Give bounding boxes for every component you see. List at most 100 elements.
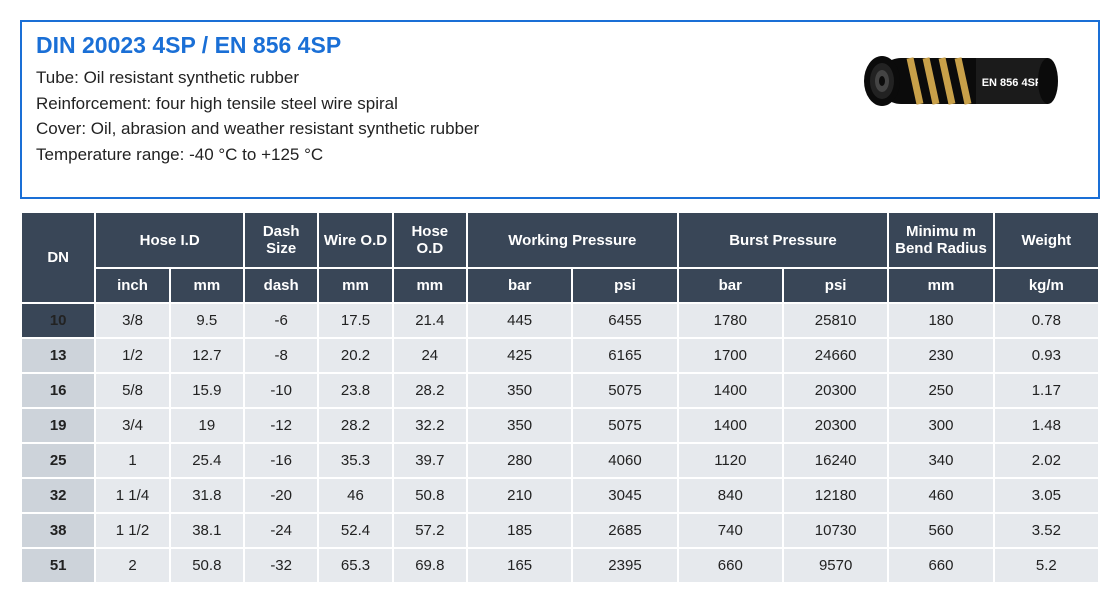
cell-wp-bar: 185	[468, 514, 571, 547]
cell-wp-bar: 350	[468, 409, 571, 442]
unit-mm: mm	[319, 269, 391, 302]
cell-wire-od: 28.2	[319, 409, 391, 442]
table-header: DN Hose I.D Dash Size Wire O.D Hose O.D …	[22, 213, 1098, 302]
cell-bp-bar: 1400	[679, 374, 782, 407]
cell-bp-bar: 1780	[679, 304, 782, 337]
col-dash-size: Dash Size	[245, 213, 317, 267]
cell-bp-psi: 20300	[784, 374, 887, 407]
cell-bp-bar: 660	[679, 549, 782, 582]
cell-wire-od: 23.8	[319, 374, 391, 407]
cell-hose-od: 28.2	[394, 374, 466, 407]
table-row: 193/419-1228.232.235050751400203003001.4…	[22, 409, 1098, 442]
table-row: 51250.8-3265.369.8165239566095706605.2	[22, 549, 1098, 582]
col-burst-pressure: Burst Pressure	[679, 213, 888, 267]
cell-wp-psi: 4060	[573, 444, 676, 477]
cell-bp-bar: 1120	[679, 444, 782, 477]
cell-hose-id-mm: 31.8	[171, 479, 243, 512]
cell-dn: 16	[22, 374, 94, 407]
cell-bend: 460	[889, 479, 992, 512]
cell-wp-psi: 5075	[573, 374, 676, 407]
unit-bar: bar	[468, 269, 571, 302]
cell-wp-psi: 2395	[573, 549, 676, 582]
cell-bp-bar: 740	[679, 514, 782, 547]
cell-dn: 32	[22, 479, 94, 512]
cell-wp-psi: 2685	[573, 514, 676, 547]
header-box: DIN 20023 4SP / EN 856 4SP Tube: Oil res…	[20, 20, 1100, 199]
cell-dash: -10	[245, 374, 317, 407]
cell-hose-od: 21.4	[394, 304, 466, 337]
col-weight: Weight	[995, 213, 1098, 267]
hose-illustration: EN 856 4SP	[848, 46, 1078, 116]
cell-dn: 13	[22, 339, 94, 372]
cell-hose-id-inch: 1/2	[96, 339, 168, 372]
table-row: 25125.4-1635.339.728040601120162403402.0…	[22, 444, 1098, 477]
cell-hose-id-mm: 15.9	[171, 374, 243, 407]
cell-wp-bar: 210	[468, 479, 571, 512]
cell-hose-id-inch: 1	[96, 444, 168, 477]
cell-dash: -20	[245, 479, 317, 512]
cell-weight: 3.52	[995, 514, 1098, 547]
cell-dn: 51	[22, 549, 94, 582]
cell-dash: -16	[245, 444, 317, 477]
cell-wp-bar: 280	[468, 444, 571, 477]
cell-bp-psi: 25810	[784, 304, 887, 337]
col-min-bend-radius: Minimu m Bend Radius	[889, 213, 992, 267]
col-hose-id: Hose I.D	[96, 213, 243, 267]
unit-mm: mm	[889, 269, 992, 302]
cell-dash: -24	[245, 514, 317, 547]
cell-hose-id-inch: 1 1/4	[96, 479, 168, 512]
cell-wp-bar: 350	[468, 374, 571, 407]
spec-cover: Cover: Oil, abrasion and weather resista…	[36, 116, 1084, 142]
cell-wp-psi: 5075	[573, 409, 676, 442]
unit-kgm: kg/m	[995, 269, 1098, 302]
unit-mm: mm	[171, 269, 243, 302]
unit-bar: bar	[679, 269, 782, 302]
cell-wire-od: 46	[319, 479, 391, 512]
cell-dash: -32	[245, 549, 317, 582]
cell-dn: 38	[22, 514, 94, 547]
cell-bp-psi: 24660	[784, 339, 887, 372]
cell-hose-id-mm: 12.7	[171, 339, 243, 372]
cell-bend: 250	[889, 374, 992, 407]
cell-hose-od: 39.7	[394, 444, 466, 477]
cell-bp-psi: 10730	[784, 514, 887, 547]
cell-bp-psi: 20300	[784, 409, 887, 442]
table-row: 131/212.7-820.22442561651700246602300.93	[22, 339, 1098, 372]
cell-dash: -12	[245, 409, 317, 442]
cell-weight: 2.02	[995, 444, 1098, 477]
cell-hose-od: 69.8	[394, 549, 466, 582]
spec-table: DN Hose I.D Dash Size Wire O.D Hose O.D …	[20, 211, 1100, 584]
col-working-pressure: Working Pressure	[468, 213, 677, 267]
cell-dn: 19	[22, 409, 94, 442]
cell-hose-id-mm: 19	[171, 409, 243, 442]
cell-wp-psi: 6165	[573, 339, 676, 372]
cell-hose-od: 32.2	[394, 409, 466, 442]
cell-bend: 300	[889, 409, 992, 442]
cell-hose-od: 24	[394, 339, 466, 372]
cell-wire-od: 65.3	[319, 549, 391, 582]
cell-wp-bar: 165	[468, 549, 571, 582]
cell-dash: -6	[245, 304, 317, 337]
cell-bend: 230	[889, 339, 992, 372]
cell-wp-psi: 6455	[573, 304, 676, 337]
unit-dash: dash	[245, 269, 317, 302]
table-row: 165/815.9-1023.828.235050751400203002501…	[22, 374, 1098, 407]
cell-hose-id-inch: 3/8	[96, 304, 168, 337]
hose-label-text: EN 856 4SP	[982, 77, 1043, 89]
cell-bp-psi: 16240	[784, 444, 887, 477]
cell-weight: 1.48	[995, 409, 1098, 442]
cell-hose-id-mm: 38.1	[171, 514, 243, 547]
cell-bp-psi: 12180	[784, 479, 887, 512]
cell-hose-id-inch: 3/4	[96, 409, 168, 442]
table-row: 103/89.5-617.521.444564551780258101800.7…	[22, 304, 1098, 337]
cell-bend: 180	[889, 304, 992, 337]
cell-bp-bar: 1700	[679, 339, 782, 372]
cell-dn: 25	[22, 444, 94, 477]
cell-wire-od: 52.4	[319, 514, 391, 547]
cell-hose-id-mm: 50.8	[171, 549, 243, 582]
cell-weight: 3.05	[995, 479, 1098, 512]
unit-inch: inch	[96, 269, 168, 302]
cell-weight: 1.17	[995, 374, 1098, 407]
table-row: 321 1/431.8-204650.82103045840121804603.…	[22, 479, 1098, 512]
cell-bp-bar: 840	[679, 479, 782, 512]
